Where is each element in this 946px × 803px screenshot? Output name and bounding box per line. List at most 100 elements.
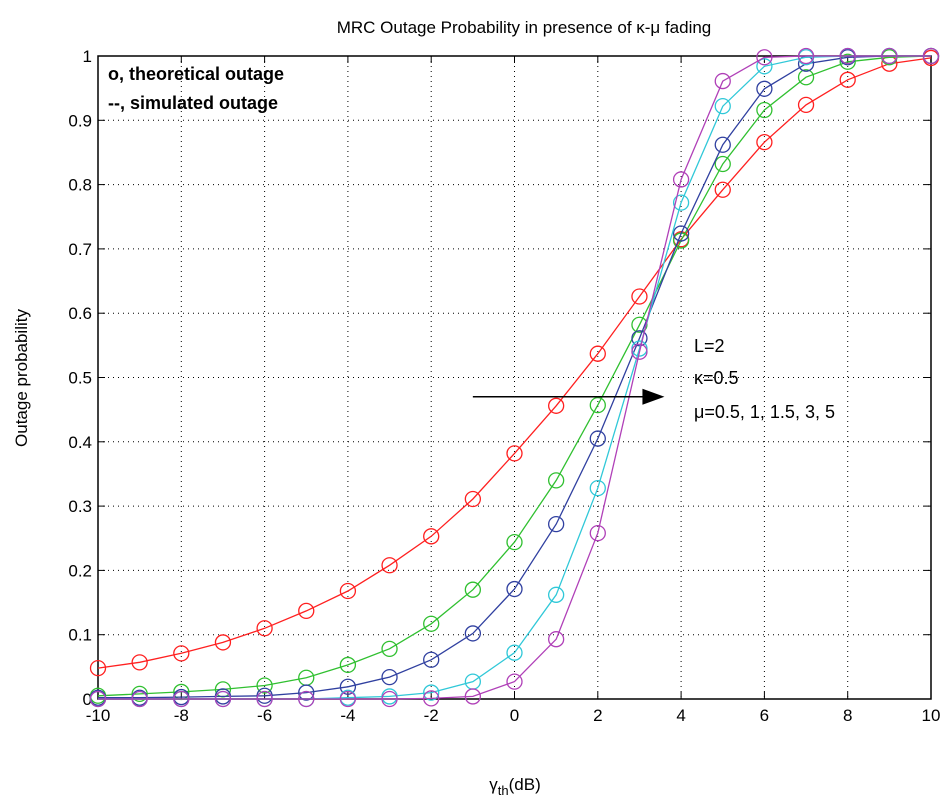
data-point [381, 668, 398, 686]
plot-frame [97, 55, 932, 700]
y-tick-label: 0 [83, 690, 92, 709]
data-point [339, 690, 357, 708]
x-tick-label: 0 [510, 706, 519, 725]
data-point [339, 582, 357, 600]
data-point [756, 134, 773, 151]
x-tick-label: 8 [843, 706, 852, 725]
data-point [506, 445, 523, 462]
data-point [756, 58, 773, 75]
series-5 [89, 47, 940, 708]
data-point [881, 47, 898, 65]
data-point [381, 690, 398, 708]
data-point [339, 656, 357, 674]
x-tick-label: -8 [174, 706, 189, 725]
x-tick-label: -4 [340, 706, 355, 725]
data-point [756, 101, 773, 119]
y-tick-label: 0.4 [68, 433, 92, 452]
data-point [423, 690, 440, 707]
data-point [423, 615, 440, 632]
data-point [89, 690, 107, 708]
data-point [589, 396, 606, 414]
annotation-arrow [472, 388, 665, 405]
data-point [589, 479, 606, 497]
data-point [298, 602, 315, 620]
data-point [714, 181, 731, 198]
series-group [89, 47, 940, 708]
y-tick-label: 0.7 [68, 240, 92, 259]
data-point [214, 634, 232, 651]
chart-title: MRC Outage Probability in presence of κ-… [337, 18, 712, 37]
data-point [464, 625, 482, 642]
data-point [214, 690, 232, 708]
data-point [506, 533, 523, 551]
data-point [548, 586, 565, 603]
series-line [98, 55, 931, 699]
data-point [839, 53, 856, 70]
y-tick-label: 0.9 [68, 111, 92, 130]
data-point [381, 557, 398, 574]
x-tick-label: 6 [760, 706, 769, 725]
data-point [298, 690, 315, 708]
data-point [131, 685, 148, 703]
series-line [98, 55, 931, 700]
data-point [756, 80, 773, 97]
data-point [714, 155, 731, 173]
series-line [98, 55, 931, 700]
data-point [714, 72, 731, 90]
data-point [256, 687, 273, 704]
x-tick-label: 2 [593, 706, 602, 725]
x-axis-label: γth(dB) [489, 775, 540, 798]
data-point [631, 330, 648, 347]
data-point [839, 71, 856, 88]
data-point [548, 631, 565, 648]
data-point [797, 47, 815, 65]
annotation-kappa: κ=0.5 [694, 368, 739, 388]
data-point [548, 515, 565, 533]
x-axis-label-subscript: th [498, 783, 509, 798]
data-point [423, 651, 440, 668]
data-point [672, 225, 690, 242]
data-point [381, 640, 398, 657]
y-tick-label: 1 [83, 47, 92, 66]
data-point [631, 288, 648, 305]
x-axis-label-symbol: γ [489, 775, 498, 794]
data-point [839, 47, 856, 65]
axis-ticks: -10 -8 -6 -4 -2 0 2 4 6 8 10 0 0.1 0.2 0.3 0.4 0.5 0.6 0.7… [68, 47, 940, 725]
x-tick-label: 4 [676, 706, 685, 725]
data-point [548, 397, 565, 414]
data-point [339, 678, 357, 695]
x-tick-label: -10 [86, 706, 111, 725]
x-axis-label-unit: (dB) [509, 775, 541, 794]
annotation-l: L=2 [694, 336, 725, 356]
y-tick-label: 0.1 [68, 626, 92, 645]
data-point [464, 581, 482, 598]
legend-note-simulated: --, simulated outage [108, 93, 278, 113]
data-point [589, 345, 606, 362]
data-point [131, 690, 148, 708]
data-point [631, 340, 648, 357]
data-point [89, 659, 107, 677]
legend-note-theoretical: o, theoretical outage [108, 64, 284, 84]
y-tick-label: 0.2 [68, 561, 92, 580]
data-point [423, 684, 440, 701]
data-point [256, 677, 273, 694]
y-tick-label: 0.5 [68, 369, 92, 388]
data-point [256, 620, 273, 637]
arrow-head [642, 388, 665, 405]
x-tick-label: 10 [922, 706, 941, 725]
data-point [298, 684, 315, 701]
data-point [631, 343, 648, 360]
data-point [506, 644, 523, 661]
annotation-mu: μ=0.5, 1, 1.5, 3, 5 [694, 402, 835, 422]
data-point [589, 524, 606, 542]
data-point [797, 96, 815, 114]
series-line [97, 55, 932, 697]
data-point [714, 98, 731, 115]
x-tick-label: -2 [424, 706, 439, 725]
data-point [756, 49, 773, 66]
data-point [173, 690, 190, 708]
data-point [506, 673, 523, 690]
data-point [506, 580, 523, 598]
y-tick-label: 0.8 [68, 176, 92, 195]
